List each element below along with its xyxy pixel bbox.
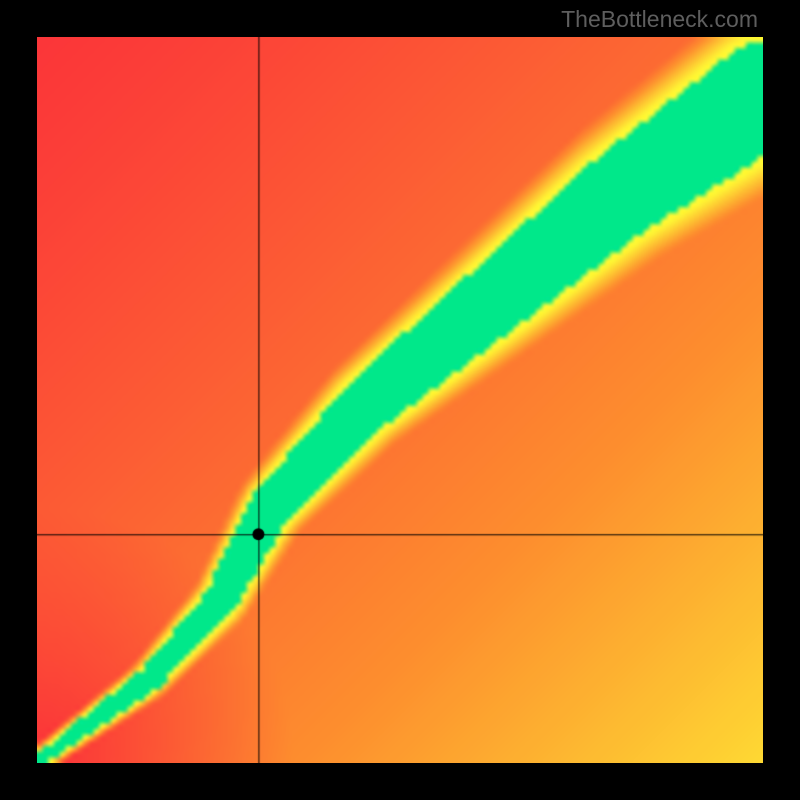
chart-container: TheBottleneck.com	[0, 0, 800, 800]
watermark-text: TheBottleneck.com	[561, 6, 758, 33]
bottleneck-heatmap	[37, 37, 763, 763]
